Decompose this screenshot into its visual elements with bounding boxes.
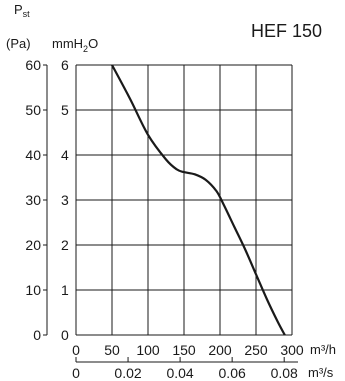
inner-axis-label-main: mmH bbox=[52, 36, 83, 51]
mmh2o-tick-label-1: 1 bbox=[61, 282, 69, 298]
inner-axis-label-sub: 2 bbox=[83, 44, 88, 54]
inner-axis-label: mmH2O bbox=[52, 36, 98, 54]
left-axis-label-sub: st bbox=[23, 9, 31, 19]
mmh2o-tick-label-4: 4 bbox=[61, 147, 69, 163]
pa-tick-label-40: 40 bbox=[25, 147, 41, 163]
pa-tick-label-20: 20 bbox=[25, 237, 41, 253]
x-secondary-tick-label-3: 0.06 bbox=[219, 365, 246, 381]
x-secondary-tick-label-2: 0.04 bbox=[166, 365, 193, 381]
mmh2o-tick-label-3: 3 bbox=[61, 192, 69, 208]
x-axis-secondary-unit: m³/s bbox=[308, 365, 334, 380]
left-axis-unit: (Pa) bbox=[6, 36, 31, 51]
chart-title: HEF 150 bbox=[251, 21, 322, 41]
curve-layer bbox=[111, 64, 286, 336]
mmh2o-tick-label-6: 6 bbox=[61, 57, 69, 73]
mmh2o-tick-label-5: 5 bbox=[61, 102, 69, 118]
left-axis-label-main: P bbox=[14, 2, 23, 17]
mmh2o-tick-label-0: 0 bbox=[61, 327, 69, 343]
inner-axis-label-end: O bbox=[88, 36, 98, 51]
grid bbox=[76, 64, 293, 335]
x-primary-tick-label-150: 150 bbox=[172, 342, 196, 358]
pa-tick-label-10: 10 bbox=[25, 282, 41, 298]
left-axis-label: Pst bbox=[14, 2, 30, 19]
x-primary-tick-label-300: 300 bbox=[280, 342, 304, 358]
pa-tick-label-30: 30 bbox=[25, 192, 41, 208]
mmh2o-tick-label-2: 2 bbox=[61, 237, 69, 253]
x-primary-tick-label-50: 50 bbox=[104, 342, 120, 358]
x-axis-primary-unit: m³/h bbox=[310, 342, 336, 357]
fan-curve-series-0 bbox=[111, 64, 286, 336]
x-primary-tick-label-200: 200 bbox=[208, 342, 232, 358]
x-primary-tick-label-0: 0 bbox=[72, 342, 80, 358]
pa-tick-label-50: 50 bbox=[25, 102, 41, 118]
x-secondary-tick-label-0: 0 bbox=[72, 365, 80, 381]
x-primary-tick-label-250: 250 bbox=[244, 342, 268, 358]
pa-tick-label-60: 60 bbox=[25, 57, 41, 73]
pa-tick-label-0: 0 bbox=[33, 327, 41, 343]
axes bbox=[43, 64, 298, 363]
x-secondary-tick-label-4: 0.08 bbox=[271, 365, 298, 381]
x-primary-tick-label-100: 100 bbox=[136, 342, 160, 358]
x-secondary-tick-label-1: 0.02 bbox=[114, 365, 141, 381]
